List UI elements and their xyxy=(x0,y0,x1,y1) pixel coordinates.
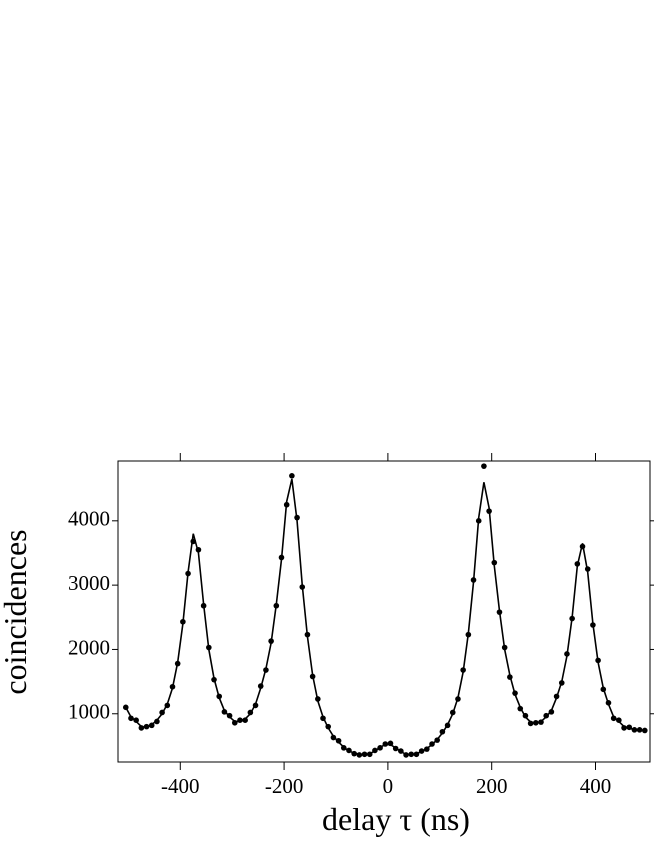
data-point xyxy=(481,463,487,469)
data-point xyxy=(128,715,134,722)
x-tick-label: -400 xyxy=(161,774,200,798)
y-tick-label: 1000 xyxy=(68,700,110,724)
data-point xyxy=(133,717,139,723)
x-tick-label: 0 xyxy=(383,774,394,798)
data-point xyxy=(616,717,622,723)
data-point xyxy=(610,715,617,722)
fit-line xyxy=(125,478,645,756)
data-point xyxy=(154,718,160,725)
y-axis-label: coincidences xyxy=(0,529,33,694)
x-tick-label: 400 xyxy=(580,774,612,798)
x-tick-label: 200 xyxy=(476,774,508,798)
data-point xyxy=(289,472,295,479)
y-tick-label: 2000 xyxy=(68,635,110,659)
y-tick-label: 4000 xyxy=(68,507,110,531)
x-axis-label: delay τ (ns) xyxy=(322,801,470,837)
x-tick-label: -200 xyxy=(265,774,304,798)
y-tick-label: 3000 xyxy=(68,571,110,595)
plot-frame xyxy=(117,460,651,763)
